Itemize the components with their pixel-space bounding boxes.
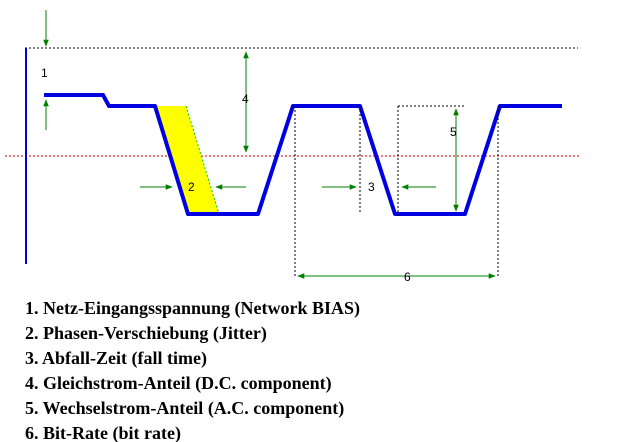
legend-item-network-bias: 1. Netz-Eingangsspannung (Network BIAS)	[25, 298, 361, 318]
signal-diagram: 1 2 3 4 5 6	[5, 10, 580, 284]
legend-item-ac-component: 5. Wechselstrom-Anteil (A.C. component)	[25, 398, 345, 418]
legend-list: 1. Netz-Eingangsspannung (Network BIAS) …	[25, 296, 360, 442]
signal-waveform	[44, 93, 562, 216]
marker-1: 1	[41, 66, 48, 80]
legend-item-jitter: 2. Phasen-Verschiebung (Jitter)	[25, 323, 267, 343]
marker-5: 5	[450, 125, 457, 139]
jitter-edge	[185, 105, 220, 215]
marker-3: 3	[368, 180, 375, 194]
marker-6: 6	[404, 270, 411, 284]
jitter-region	[155, 106, 219, 214]
legend-item-fall-time: 3. Abfall-Zeit (fall time)	[25, 348, 207, 368]
marker-2: 2	[188, 180, 195, 194]
legend-item-bit-rate: 6. Bit-Rate (bit rate)	[25, 423, 181, 442]
marker-4: 4	[242, 92, 249, 106]
legend-item-dc-component: 4. Gleichstrom-Anteil (D.C. component)	[25, 373, 332, 393]
